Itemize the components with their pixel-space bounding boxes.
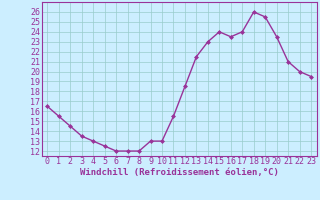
X-axis label: Windchill (Refroidissement éolien,°C): Windchill (Refroidissement éolien,°C) — [80, 168, 279, 177]
